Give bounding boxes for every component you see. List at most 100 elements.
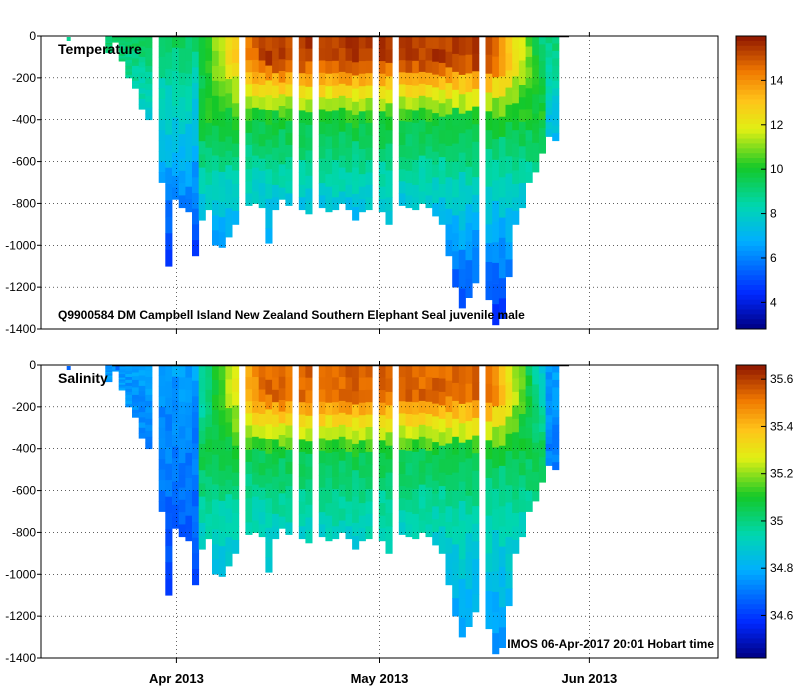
heatmap-cell [178, 365, 186, 378]
heatmap-cell [345, 451, 353, 465]
heatmap-cell [365, 365, 373, 378]
heatmap-cell [512, 36, 520, 50]
heatmap-cell [365, 513, 373, 527]
heatmap-cell [265, 394, 273, 410]
heatmap-cell [132, 62, 140, 67]
heatmap-cell [552, 402, 560, 411]
heatmap-cell [192, 83, 200, 100]
y-tick-label: -800 [12, 196, 36, 210]
heatmap-cell [318, 499, 326, 513]
heatmap-cell [285, 60, 293, 73]
heatmap-cell [332, 122, 340, 136]
heatmap-cell [552, 379, 560, 388]
heatmap-cell [138, 93, 146, 100]
heatmap-cell [205, 513, 213, 527]
heatmap-cell [145, 371, 153, 378]
heatmap-cell [172, 365, 180, 378]
heatmap-cell [252, 448, 260, 462]
colorbar-segment [736, 206, 766, 213]
heatmap-cell [538, 432, 546, 441]
heatmap-cell [192, 98, 200, 115]
heatmap-cell [298, 526, 306, 540]
colorbar-segment [736, 467, 766, 473]
heatmap-cell [418, 59, 426, 73]
heatmap-cell [498, 36, 506, 57]
heatmap-cell [532, 74, 540, 85]
heatmap-cell [132, 368, 140, 373]
heatmap-cell [352, 522, 360, 537]
heatmap-cell [378, 390, 386, 404]
heatmap-cell [232, 513, 240, 527]
heatmap-cell [418, 412, 426, 426]
y-tick-label: -1400 [5, 322, 36, 336]
heatmap-cell [352, 141, 360, 155]
heatmap-cell [332, 73, 340, 86]
heatmap-cell [358, 98, 366, 112]
heatmap-cell [512, 513, 520, 527]
heatmap-cell [158, 36, 166, 47]
heatmap-cell [325, 136, 333, 150]
colorbar-segment [736, 158, 766, 164]
heatmap-cell [505, 87, 513, 106]
heatmap-cell [452, 508, 460, 527]
heatmap-cell [465, 551, 473, 571]
heatmap-cell [285, 486, 293, 499]
heatmap-cell [425, 158, 433, 172]
heatmap-cell [358, 377, 366, 391]
heatmap-cell [158, 56, 166, 68]
heatmap-cell [172, 129, 180, 142]
heatmap-cell [512, 526, 520, 541]
heatmap-cell [265, 124, 273, 140]
heatmap-cell [538, 86, 546, 95]
heatmap-cell [452, 53, 460, 73]
heatmap-cell [272, 377, 280, 391]
heatmap-cell [365, 73, 373, 86]
heatmap-cell [505, 53, 513, 71]
heatmap-cell [498, 56, 506, 77]
heatmap-cell [198, 167, 206, 182]
heatmap-cell [165, 200, 173, 218]
heatmap-cell [218, 561, 226, 577]
heatmap-cell [125, 74, 133, 79]
heatmap-cell [445, 537, 453, 554]
heatmap-cell [352, 417, 360, 432]
heatmap-cell [525, 161, 533, 173]
heatmap-cell [452, 418, 460, 438]
heatmap-cell [472, 523, 480, 542]
heatmap-cell [532, 133, 540, 144]
heatmap-cell [178, 85, 186, 98]
colorbar-segment [736, 374, 766, 381]
heatmap-cell [205, 147, 213, 161]
colorbar-segment [736, 172, 766, 179]
colorbar-segment [736, 633, 766, 639]
heatmap-cell [212, 65, 220, 82]
heatmap-cell [352, 128, 360, 142]
heatmap-cell [145, 442, 153, 450]
heatmap-cell [432, 377, 440, 392]
heatmap-cell [132, 47, 140, 52]
heatmap-cell [198, 430, 206, 445]
heatmap-cell [352, 470, 360, 484]
heatmap-cell [398, 60, 406, 73]
heatmap-cell [458, 442, 466, 463]
heatmap-cell [465, 383, 473, 403]
colorbar-segment [736, 574, 766, 581]
heatmap-cell [332, 389, 340, 403]
heatmap-cell [485, 365, 493, 385]
heatmap-cell [205, 427, 213, 440]
heatmap-cell [212, 185, 220, 201]
heatmap-cell [325, 61, 333, 75]
colorbar-segment [736, 192, 766, 198]
heatmap-cell [172, 446, 180, 459]
heatmap-cell [378, 452, 386, 466]
colorbar-segment [736, 565, 766, 571]
heatmap-cell [518, 426, 526, 439]
heatmap-cell [532, 452, 540, 463]
colorbar-segment [736, 438, 766, 444]
heatmap-cell [278, 469, 286, 482]
heatmap-cell [445, 380, 453, 397]
heatmap-cell [432, 138, 440, 153]
heatmap-cell [305, 504, 313, 518]
heatmap-cell [185, 48, 193, 62]
